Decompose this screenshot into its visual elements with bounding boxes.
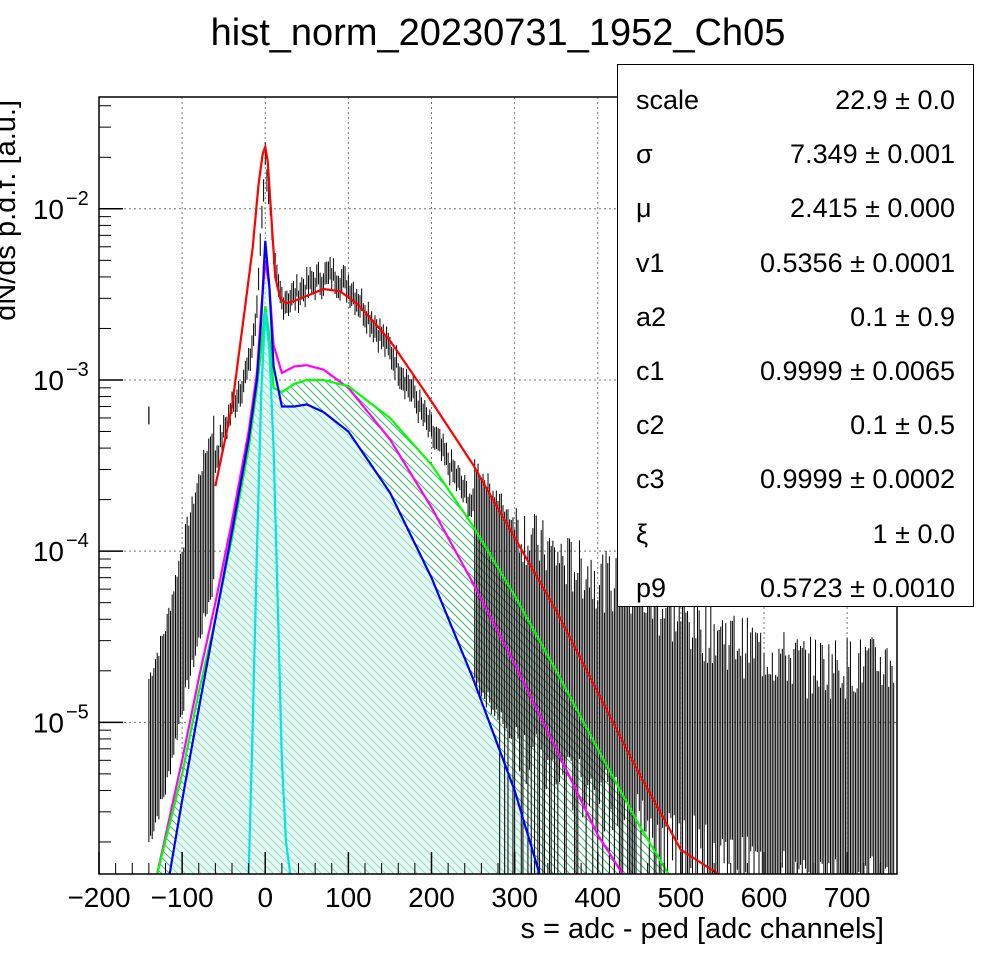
stat-row: μ 2.415 ± 0.000 <box>618 181 973 235</box>
x-tick-label: −100 <box>151 882 214 913</box>
stat-value: 0.5723 ± 0.0010 <box>760 572 955 603</box>
y-axis-label: dN/ds p.d.f. [a.u.] <box>0 100 22 321</box>
stat-value: 2.415 ± 0.000 <box>790 193 955 224</box>
stat-name: ξ <box>636 518 649 549</box>
stat-name: μ <box>636 193 652 224</box>
chart-title: hist_norm_20230731_1952_Ch05 <box>210 12 786 54</box>
fit-component-magenta <box>156 260 624 874</box>
x-tick-label: 300 <box>491 882 538 913</box>
fit-component-cyan <box>247 311 292 874</box>
x-tick-label: −200 <box>67 882 130 913</box>
stat-row: ξ 1 ± 0.0 <box>618 507 973 561</box>
y-tick-label: 10 <box>33 536 64 567</box>
y-tick-exponent: −3 <box>66 359 89 381</box>
stat-row: c3 0.9999 ± 0.0002 <box>618 452 973 506</box>
stat-row: σ 7.349 ± 0.001 <box>618 127 973 181</box>
x-tick-label: 500 <box>658 882 705 913</box>
y-tick-exponent: −4 <box>66 530 89 552</box>
stat-name: c2 <box>636 410 665 441</box>
stat-name: a2 <box>636 301 667 332</box>
stat-value: 0.1 ± 0.9 <box>850 301 955 332</box>
stat-value: 22.9 ± 0.0 <box>835 85 955 115</box>
fit-total-curve <box>214 142 719 874</box>
y-tick-exponent: −5 <box>66 701 89 723</box>
fit-component-areas <box>157 250 669 874</box>
x-tick-label: 400 <box>574 882 621 913</box>
x-tick-label: 700 <box>824 882 871 913</box>
x-tick-label: 200 <box>408 882 455 913</box>
stat-row: v1 0.5356 ± 0.0001 <box>618 236 973 290</box>
stat-value: 0.9999 ± 0.0002 <box>760 464 955 495</box>
stat-name: σ <box>636 139 653 170</box>
x-axis-label: s = adc - ped [adc channels] <box>520 913 884 945</box>
stat-row: p9 0.5723 ± 0.0010 <box>618 561 973 615</box>
stat-row: scale 22.9 ± 0.0 <box>618 73 973 127</box>
stat-name: scale <box>636 85 700 115</box>
stat-value: 0.9999 ± 0.0065 <box>760 356 955 386</box>
x-tick-label: 600 <box>741 882 788 913</box>
stat-name: v1 <box>636 247 665 278</box>
fit-curves <box>156 142 719 874</box>
blue-component-area <box>169 250 540 874</box>
fit-component-blue <box>168 240 541 874</box>
stat-row: a2 0.1 ± 0.9 <box>618 290 973 344</box>
stat-value: 0.1 ± 0.5 <box>850 410 955 441</box>
stat-value: 7.349 ± 0.001 <box>790 139 955 170</box>
x-tick-label: 0 <box>257 882 273 913</box>
x-tick-label: 100 <box>325 882 372 913</box>
y-tick-exponent: −2 <box>66 188 89 210</box>
fit-component-green <box>156 305 670 874</box>
stat-row: c2 0.1 ± 0.5 <box>618 398 973 452</box>
stat-value: 1 ± 0.0 <box>872 518 955 549</box>
fit-stats-box: scale 22.9 ± 0.0 σ 7.349 ± 0.001 μ 2.415 ± 0.… <box>617 64 974 607</box>
stat-value: 0.5356 ± 0.0001 <box>760 247 955 278</box>
y-tick-label: 10 <box>33 194 64 225</box>
axes: −200 −100 0 100 200 300 400 500 600 70010−210−310… <box>33 105 881 913</box>
y-tick-label: 10 <box>33 365 64 396</box>
stat-name: c1 <box>636 356 665 386</box>
stat-name: c3 <box>636 464 665 495</box>
y-tick-label: 10 <box>33 707 64 738</box>
histogram-data <box>148 142 895 874</box>
stat-name: p9 <box>636 572 667 603</box>
stat-row: c1 0.9999 ± 0.0065 <box>618 344 973 398</box>
